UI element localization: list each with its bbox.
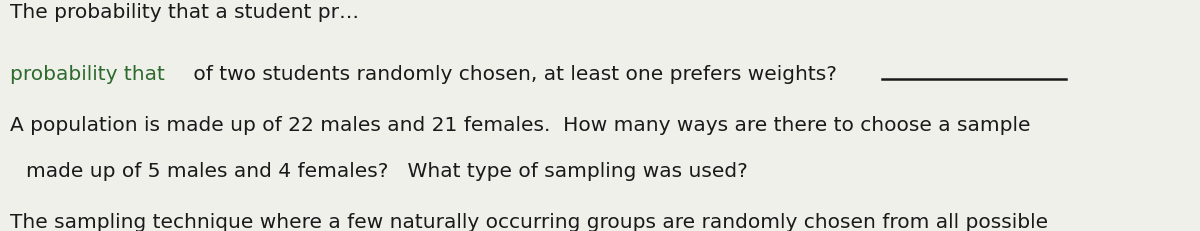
Text: of two students randomly chosen, at least one prefers weights?: of two students randomly chosen, at leas…	[187, 65, 838, 84]
Text: The probability that a student pr…: The probability that a student pr…	[10, 3, 359, 22]
Text: made up of 5 males and 4 females?   What type of sampling was used?: made up of 5 males and 4 females? What t…	[26, 162, 748, 181]
Text: probability that: probability that	[10, 65, 164, 84]
Text: A population is made up of 22 males and 21 females.  How many ways are there to : A population is made up of 22 males and …	[10, 116, 1030, 134]
Text: The sampling technique where a few naturally occurring groups are randomly chose: The sampling technique where a few natur…	[10, 213, 1048, 231]
